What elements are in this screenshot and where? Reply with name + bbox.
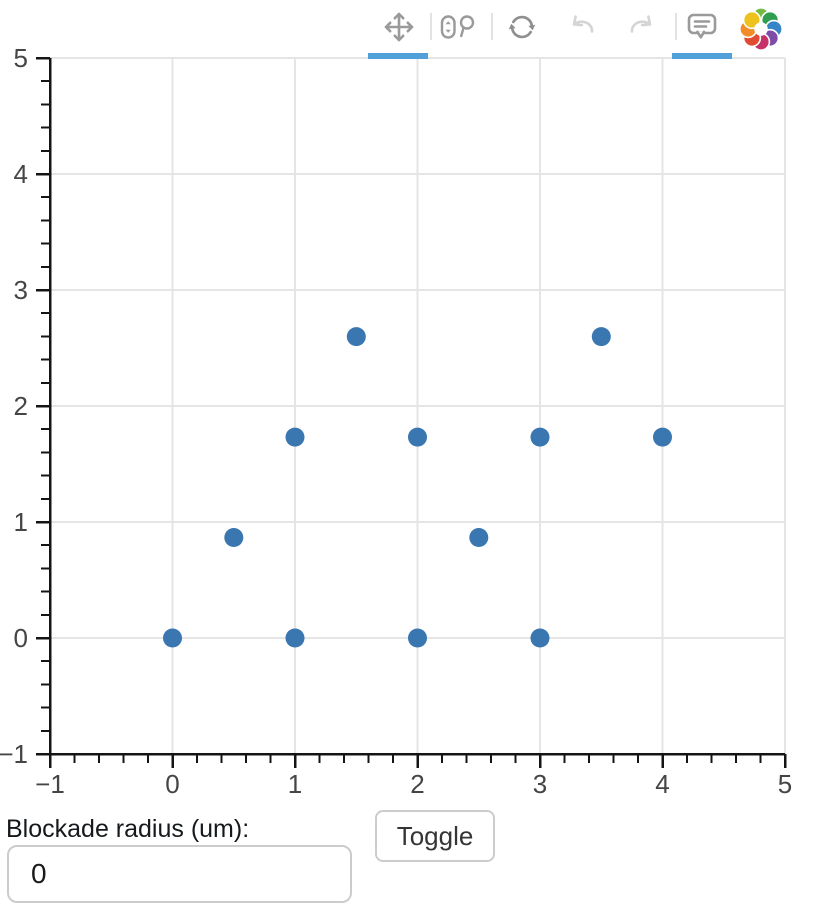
controls-row: Blockade radius (um): Toggle <box>0 808 820 916</box>
y-tick-label: 2 <box>14 391 28 421</box>
x-tick-label: 0 <box>165 769 179 799</box>
data-point <box>530 427 550 447</box>
y-tick-label: 5 <box>14 43 28 73</box>
pan-icon <box>384 12 414 42</box>
scatter-plot[interactable]: −1 0 1 2 3 4 5 −1 0 1 2 3 4 5 <box>0 0 820 806</box>
logo-petal <box>742 10 762 30</box>
active-tool-indicator-pan <box>368 53 428 59</box>
reset-tool-button[interactable] <box>504 9 540 45</box>
plot-toolbar <box>0 0 820 62</box>
undo-tool-button[interactable] <box>564 9 600 45</box>
toggle-button[interactable]: Toggle <box>375 810 495 862</box>
pan-tool-button[interactable] <box>381 9 417 45</box>
y-tick-label: −1 <box>0 739 28 769</box>
data-point <box>591 327 611 347</box>
y-tick-label: 4 <box>14 159 28 189</box>
wheel-zoom-icon <box>440 15 475 39</box>
y-tick-label: 3 <box>14 275 28 305</box>
data-point <box>408 628 427 648</box>
toolbar-separator <box>675 13 677 40</box>
y-tick-label: 1 <box>14 507 28 537</box>
x-tick-label: −1 <box>35 769 65 799</box>
blockade-radius-label: Blockade radius (um): <box>6 815 250 843</box>
data-point <box>346 327 366 347</box>
wheel-zoom-tool-button[interactable] <box>437 9 483 45</box>
y-tick-label: 0 <box>14 623 28 653</box>
x-tick-label: 1 <box>288 769 302 799</box>
x-tick-label: 4 <box>655 769 669 799</box>
data-point <box>408 427 427 447</box>
bokeh-logo-icon <box>739 7 783 51</box>
toolbar-separator <box>430 13 432 40</box>
hover-tool-button[interactable] <box>683 7 721 45</box>
redo-icon <box>630 15 652 33</box>
data-point <box>285 628 305 648</box>
hover-icon <box>687 13 717 39</box>
data-point <box>163 628 182 648</box>
data-point <box>530 628 550 648</box>
active-tool-indicator-hover <box>672 53 732 59</box>
data-point <box>224 528 244 547</box>
x-tick-label: 3 <box>533 769 547 799</box>
toolbar-separator <box>491 13 493 40</box>
x-tick-label: 2 <box>410 769 424 799</box>
bokeh-logo[interactable] <box>738 6 784 52</box>
blockade-radius-input[interactable] <box>7 845 352 903</box>
x-tick-label: 5 <box>778 769 792 799</box>
reset-icon <box>508 15 536 39</box>
redo-tool-button[interactable] <box>624 9 660 45</box>
logo-center <box>754 22 768 36</box>
data-point <box>285 427 305 447</box>
data-point <box>469 528 489 547</box>
undo-icon <box>572 15 594 33</box>
data-point <box>653 427 672 447</box>
